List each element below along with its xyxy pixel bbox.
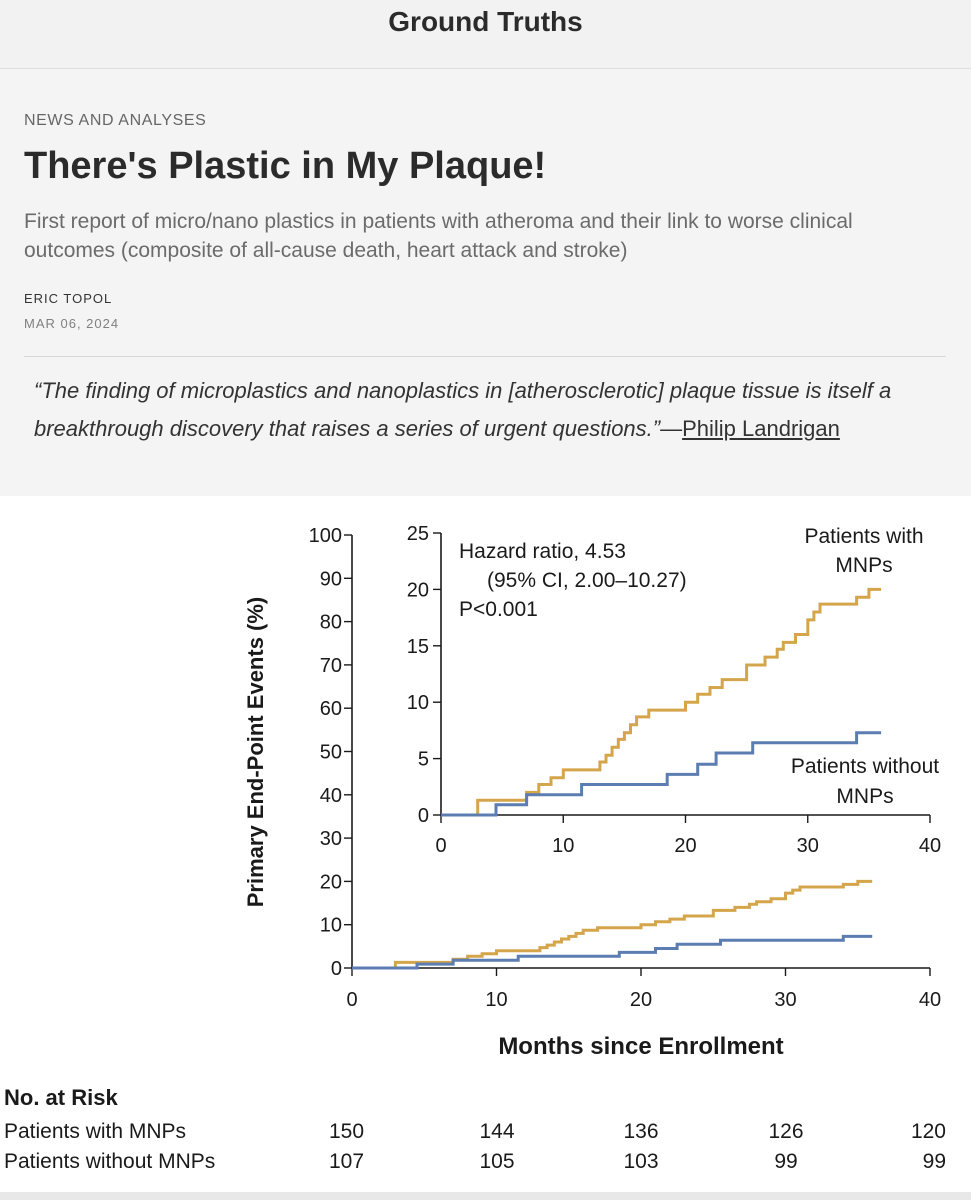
series-label-with-line1: Patients with <box>804 525 923 548</box>
risk-table-cell: 120 <box>911 1120 946 1143</box>
main-y-tick-label: 30 <box>320 828 342 850</box>
risk-table-cell: 107 <box>329 1150 364 1173</box>
inset-x-tick-label: 0 <box>435 835 446 857</box>
site-header: Ground Truths <box>0 0 971 69</box>
inset-series-with-mnps <box>441 587 882 817</box>
main-series-without-mnps <box>352 934 873 970</box>
main-x-tick-label: 30 <box>774 989 796 1011</box>
inset-x-tick-label: 30 <box>797 835 819 857</box>
main-y-tick-label: 0 <box>331 958 342 980</box>
main-x-tick-label: 0 <box>346 989 357 1011</box>
main-y-tick-label: 90 <box>320 568 342 590</box>
main-y-tick-label: 60 <box>320 698 342 720</box>
article-header: NEWS AND ANALYSES There's Plastic in My … <box>0 69 971 496</box>
risk-table-cell: 99 <box>774 1150 797 1173</box>
inset-y-tick-label: 20 <box>407 579 429 601</box>
main-x-tick-label: 10 <box>485 989 507 1011</box>
risk-table-cell: 136 <box>623 1120 658 1143</box>
series-label-without-line2: MNPs <box>836 785 893 808</box>
main-x-tick-label: 40 <box>919 989 941 1011</box>
confidence-interval-label: (95% CI, 2.00–10.27) <box>487 569 687 592</box>
pull-quote: “The finding of microplastics and nanopl… <box>34 372 934 448</box>
inset-y-tick-label: 0 <box>418 805 429 827</box>
main-y-tick-label: 70 <box>320 655 342 677</box>
main-y-tick-label: 20 <box>320 871 342 893</box>
divider <box>24 356 946 357</box>
inset-x-tick-label: 40 <box>919 835 941 857</box>
inset-x-tick-label: 10 <box>552 835 574 857</box>
author-name[interactable]: ERIC TOPOL <box>24 291 113 306</box>
series-label-with-line2: MNPs <box>835 554 892 577</box>
risk-table-row-label: Patients with MNPs <box>4 1120 186 1143</box>
article-subtitle: First report of micro/nano plastics in p… <box>24 210 853 262</box>
bottom-band <box>0 1192 971 1200</box>
inset-y-tick-label: 10 <box>407 692 429 714</box>
risk-table-cell: 144 <box>479 1120 514 1143</box>
quote-text: “The finding of microplastics and nanopl… <box>34 378 892 441</box>
inset-y-tick-label: 15 <box>407 636 429 658</box>
inset-series-without-mnps <box>441 731 882 817</box>
inset-x-tick-label: 20 <box>674 835 696 857</box>
publish-date: MAR 06, 2024 <box>24 316 120 331</box>
series-label-without-line1: Patients without <box>791 755 939 778</box>
main-y-axis-label: Primary End-Point Events (%) <box>243 597 268 908</box>
main-y-tick-label: 100 <box>309 525 342 547</box>
risk-table-cell: 126 <box>768 1120 803 1143</box>
main-y-tick-label: 40 <box>320 785 342 807</box>
risk-table-cell: 103 <box>623 1150 658 1173</box>
inset-y-tick-label: 25 <box>407 523 429 545</box>
inset-y-tick-label: 5 <box>418 749 429 771</box>
risk-table-heading: No. at Risk <box>4 1085 118 1110</box>
main-x-tick-label: 20 <box>630 989 652 1011</box>
risk-table-row-label: Patients without MNPs <box>4 1150 215 1173</box>
main-series-with-mnps <box>352 879 873 970</box>
main-x-axis-label: Months since Enrollment <box>498 1033 783 1060</box>
main-y-tick-label: 10 <box>320 915 342 937</box>
main-y-tick-label: 50 <box>320 742 342 764</box>
hazard-ratio-label: Hazard ratio, 4.53 <box>459 540 626 563</box>
site-brand[interactable]: Ground Truths <box>388 6 583 37</box>
risk-table-cell: 105 <box>479 1150 514 1173</box>
risk-table-cell: 99 <box>923 1150 946 1173</box>
p-value-label: P<0.001 <box>459 598 538 621</box>
main-y-tick-label: 80 <box>320 612 342 634</box>
section-label[interactable]: NEWS AND ANALYSES <box>24 112 207 129</box>
quote-author-link[interactable]: Philip Landrigan <box>682 416 840 441</box>
article-title: There's Plastic in My Plaque! <box>24 145 547 187</box>
risk-table-cell: 150 <box>329 1120 364 1143</box>
